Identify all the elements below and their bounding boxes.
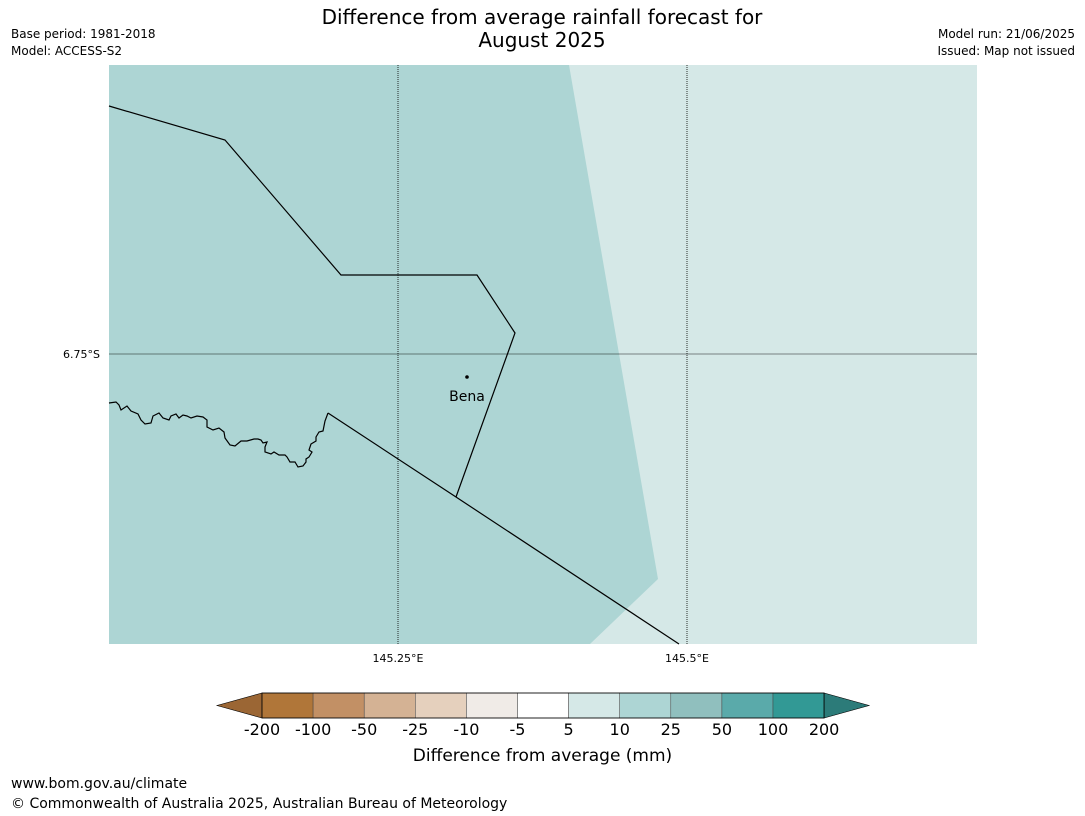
title-line1: Difference from average rainfall forecas… — [321, 5, 763, 29]
title-line2: August 2025 — [478, 28, 606, 52]
bena-marker — [465, 375, 469, 379]
colorbar-frame — [261, 692, 825, 719]
colorbar-segment — [312, 692, 365, 719]
colorbar-tick-label: -5 — [509, 720, 526, 739]
province-border-north — [108, 105, 516, 498]
region-10-25mm — [109, 65, 658, 644]
colorbar-segment — [721, 692, 774, 719]
footer: www.bom.gov.au/climate © Commonwealth of… — [11, 774, 507, 814]
colorbar — [215, 692, 871, 719]
colorbar-segment — [261, 692, 314, 719]
model-name: Model: ACCESS-S2 — [11, 44, 123, 58]
province-border-west — [108, 401, 329, 468]
map-title: Difference from average rainfall forecas… — [242, 6, 842, 52]
colorbar-labels: -200 -100 -50 -25 -10 -5 5 10 25 50 100 200 — [0, 720, 1085, 740]
meta-right: Model run: 21/06/2025 Issued: Map not is… — [937, 26, 1075, 60]
colorbar-tick-label: -10 — [453, 720, 480, 739]
colorbar-tick-label: -100 — [294, 720, 332, 739]
colorbar-tick-label: -25 — [402, 720, 429, 739]
lon-label-1: 145.25°E — [373, 652, 424, 665]
colorbar-segment — [670, 692, 723, 719]
bena-label: Bena — [449, 389, 485, 405]
colorbar-segment — [568, 692, 620, 719]
province-border-south — [327, 412, 680, 645]
meta-left: Base period: 1981-2018 Model: ACCESS-S2 — [11, 26, 156, 60]
colorbar-extend-low — [215, 692, 263, 719]
model-run: Model run: 21/06/2025 — [937, 27, 1075, 41]
footer-url: www.bom.gov.au/climate — [11, 776, 188, 792]
colorbar-tick-label: 100 — [757, 720, 789, 739]
base-period: Base period: 1981-2018 — [11, 27, 156, 41]
colorbar-extend-high — [823, 692, 871, 719]
colorbar-segment — [772, 692, 825, 719]
issued-status: Issued: Map not issued — [937, 44, 1075, 58]
lon-label-2: 145.5°E — [665, 652, 709, 665]
lat-label: 6.75°S — [63, 348, 100, 361]
colorbar-segment — [415, 692, 467, 719]
colorbar-title: Difference from average (mm) — [412, 746, 673, 766]
footer-copyright: © Commonwealth of Australia 2025, Austra… — [11, 796, 508, 812]
colorbar-tick-label: -50 — [351, 720, 378, 739]
colorbar-tick-label: 5 — [563, 720, 574, 739]
colorbar-tick-label: -200 — [243, 720, 281, 739]
colorbar-segment — [466, 692, 518, 719]
colorbar-segment — [363, 692, 416, 719]
colorbar-segment — [619, 692, 672, 719]
colorbar-tick-label: 10 — [609, 720, 630, 739]
colorbar-tick-label: 200 — [808, 720, 840, 739]
colorbar-tick-label: 25 — [660, 720, 681, 739]
colorbar-segment — [517, 692, 569, 719]
colorbar-tick-label: 50 — [711, 720, 733, 739]
